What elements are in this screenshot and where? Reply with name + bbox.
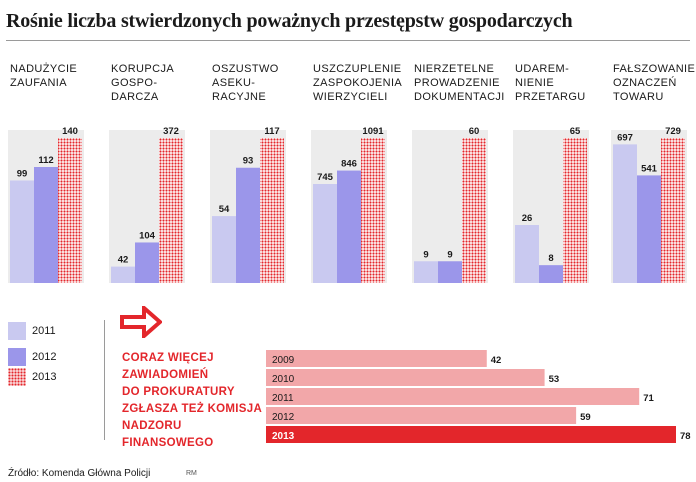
bar-value-2012-4: 9 [447,249,452,260]
bar-value-2011-4: 9 [423,249,428,260]
hbar-2010 [266,369,545,386]
bar-2013-0 [58,138,82,283]
bar-value-2012-3: 846 [341,159,357,170]
bar-2012-4 [438,261,462,283]
category-label-2: OSZUSTWO ASEKU- RACYJNE [212,63,279,103]
bar-2013-3 [361,138,385,283]
bar-value-2011-1: 42 [118,255,129,266]
bar-value-2013-3: 1091 [362,126,384,137]
bar-value-2012-2: 93 [243,156,254,167]
hbar-year-2011: 2011 [272,393,294,404]
bar-value-2011-6: 697 [617,132,633,143]
bar-2013-1 [159,138,183,283]
category-label-1: KORUPCJA GOSPO- DARCZA [111,63,175,103]
bar-value-2011-5: 26 [522,213,533,224]
hbar-value-2012: 59 [580,412,591,423]
bar-2011-6 [613,144,637,283]
hbar-year-2009: 2009 [272,355,295,366]
bar-value-2012-5: 8 [548,253,553,264]
hbar-2012 [266,407,577,424]
bar-2013-2 [260,138,284,283]
bar-value-2013-5: 65 [570,126,581,137]
bar-value-2013-4: 60 [469,126,480,137]
bar-2012-3 [337,170,361,283]
author-initials: RM [186,470,197,477]
bar-2011-0 [10,180,34,283]
bar-value-2012-6: 541 [641,163,658,174]
legend-label-2013: 2013 [32,371,57,383]
category-label-3: USZCZUPLENIE ZASPOKOJENIA WIERZYCIELI [313,63,403,103]
hbar-value-2009: 42 [491,355,502,366]
bar-2012-2 [236,167,260,283]
category-label-6: FAŁSZOWANIE OZNACZEŃ TOWARU [613,63,696,103]
legend-label-2012: 2012 [32,351,57,363]
bar-2012-5 [539,265,563,283]
hbar-2011 [266,388,640,405]
legend-item-2011: 2011 [8,322,88,342]
legend-label-2011: 2011 [32,325,56,337]
hbar-2013 [266,426,676,443]
legend-swatch-2011 [8,322,26,340]
bar-value-2012-0: 112 [38,155,53,166]
source-note: Źródło: Komenda Główna Policji [8,468,151,479]
bar-value-2011-2: 54 [219,204,230,215]
hbar-2009 [266,350,487,367]
bar-value-2011-0: 99 [17,168,28,179]
bar-value-2013-1: 372 [163,126,179,137]
chart-title: Rośnie liczba stwierdzonych poważnych pr… [6,10,573,32]
hbar-value-2013: 78 [680,431,691,442]
hbar-year-2013: 2013 [272,431,295,442]
section-divider [104,320,105,440]
bar-value-2013-6: 729 [665,126,681,137]
legend-item-2012: 2012 [8,348,88,368]
hbar-value-2010: 53 [549,374,560,385]
bar-value-2013-2: 117 [264,126,279,137]
legend-swatch-2013 [8,368,26,386]
bar-2012-0 [34,167,58,283]
category-label-4: NIERZETELNE PROWADZENIE DOKUMENTACJI [414,63,505,103]
bar-2012-1 [135,242,159,283]
hbar-year-2010: 2010 [272,374,295,385]
legend-item-2013: 2013 [8,368,88,388]
bar-value-2011-3: 745 [317,172,334,183]
bar-2011-1 [111,266,135,283]
bar-2012-6 [637,175,661,283]
bar-2013-5 [563,138,587,283]
bar-2011-3 [313,183,337,283]
hbar-value-2011: 71 [643,393,654,404]
category-label-5: UDAREM- NIENIE PRZETARGU [515,63,586,103]
legend-swatch-2012 [8,348,26,366]
right-arrow-icon [120,306,162,338]
bar-2013-4 [462,138,486,283]
category-label-0: NADUŻYCIE ZAUFANIA [10,63,78,89]
bar-value-2012-1: 104 [139,230,156,241]
bar-2011-5 [515,225,539,283]
note-text: CORAZ WIĘCEJ ZAWIADOMIEŃ DO PROKURATURY … [122,352,263,449]
hbar-year-2012: 2012 [272,412,295,423]
bar-2011-2 [212,216,236,283]
title-divider [6,40,690,41]
bar-2013-6 [661,138,685,283]
bar-2011-4 [414,261,438,283]
bar-value-2013-0: 140 [62,126,78,137]
